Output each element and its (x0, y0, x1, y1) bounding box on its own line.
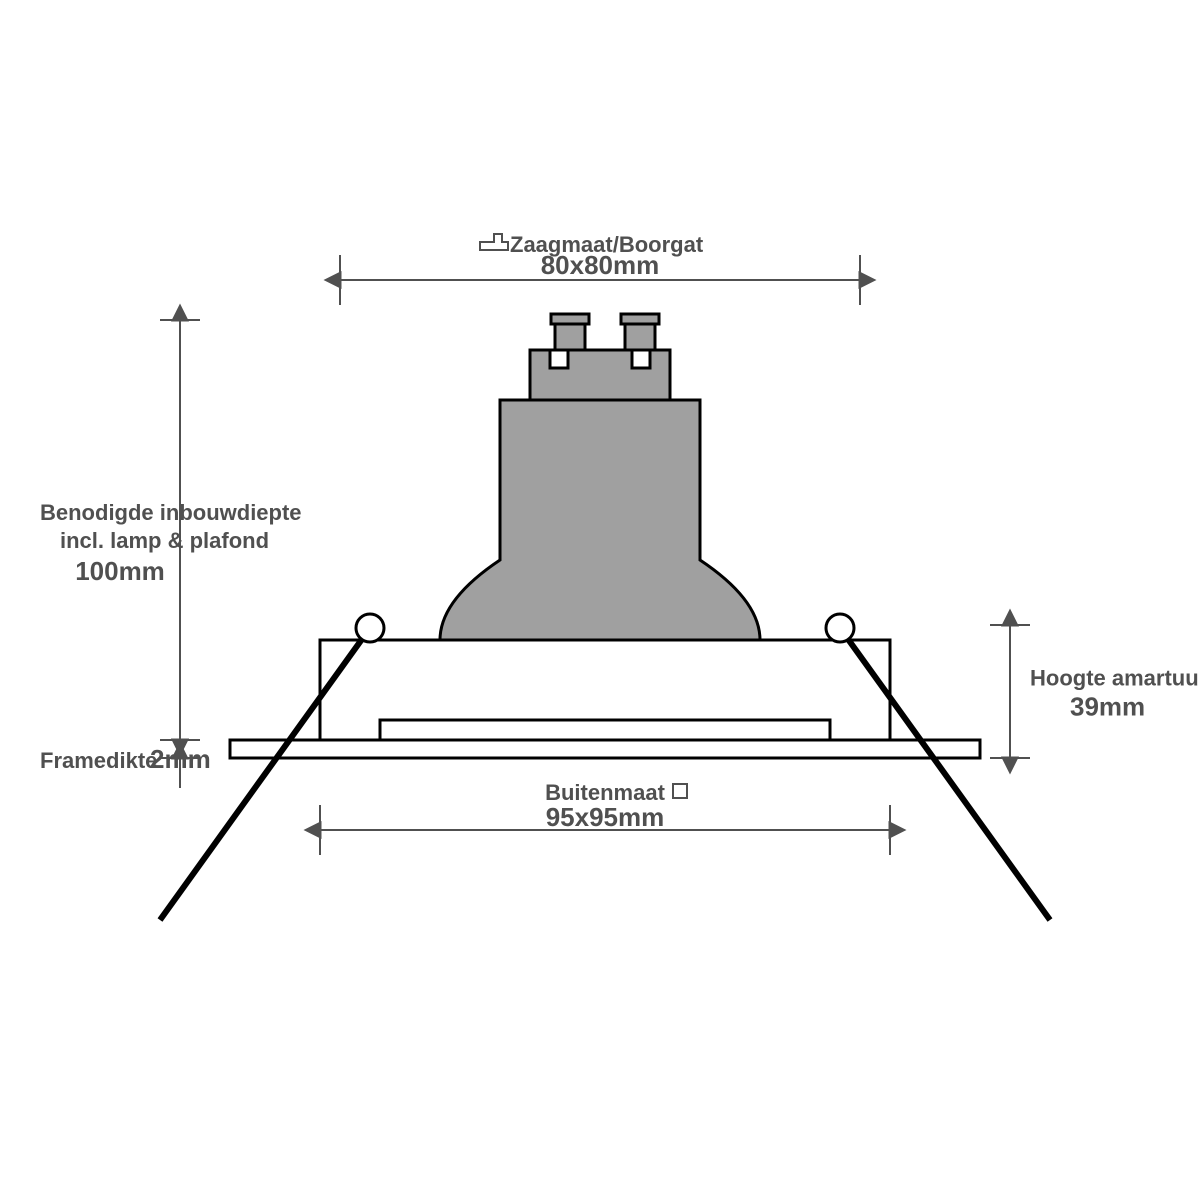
dim-outer-value: 95x95mm (546, 802, 665, 832)
fixture-housing (320, 640, 890, 740)
dimension-diagram: Zaagmaat/Boorgat80x80mmBenodigde inbouwd… (0, 0, 1200, 1200)
bulb-body (440, 400, 760, 640)
spring-leg (160, 628, 370, 920)
dim-top-value: 80x80mm (541, 250, 660, 280)
dim-depth-value: 100mm (75, 556, 165, 586)
dim-depth-label2: incl. lamp & plafond (60, 528, 269, 553)
clip-pivot (356, 614, 384, 642)
dim-depth-label1: Benodigde inbouwdiepte (40, 500, 302, 525)
dim-frame-value: 2mm (150, 744, 211, 774)
square-icon (673, 784, 687, 798)
clip-pivot (826, 614, 854, 642)
spring-leg (840, 628, 1050, 920)
dim-frame-label: Framedikte (40, 748, 157, 773)
fixture-frame (230, 740, 980, 758)
dim-height-value: 39mm (1070, 692, 1145, 722)
dim-height-label: Hoogte amartuur (1030, 666, 1200, 691)
sawcut-icon (480, 234, 508, 250)
